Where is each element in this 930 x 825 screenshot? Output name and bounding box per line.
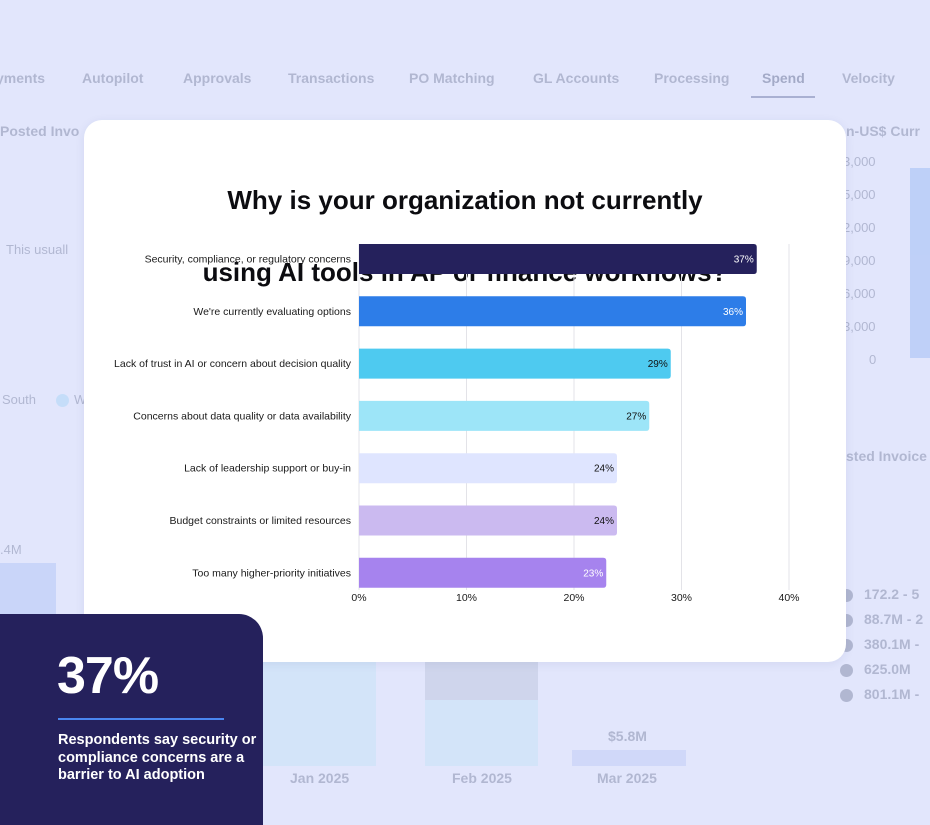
tab-velocity[interactable]: Velocity xyxy=(842,70,895,86)
month-label: Mar 2025 xyxy=(597,770,657,786)
category-label: Lack of leadership support or buy-in xyxy=(184,463,351,475)
category-label: Security, compliance, or regulatory conc… xyxy=(145,254,351,266)
data-label: 24% xyxy=(594,464,614,475)
month-label: Jan 2025 xyxy=(290,770,350,786)
data-label: 24% xyxy=(594,516,614,527)
category-label: Concerns about data quality or data avai… xyxy=(133,410,351,422)
bar xyxy=(359,557,607,588)
right-legend-label: 88.7M - 2 xyxy=(864,611,924,627)
bar-chart: Security, compliance, or regulatory conc… xyxy=(114,244,800,604)
category-label: Budget constraints or limited resources xyxy=(170,515,352,527)
legend-w-label: W xyxy=(74,392,87,407)
data-label: 29% xyxy=(648,359,668,370)
right-ytick: 6,000 xyxy=(843,286,876,301)
survey-chart-card: Why is your organization not currently u… xyxy=(84,120,846,662)
left-panel-note: This usuall xyxy=(6,242,69,257)
tab-payments[interactable]: yments xyxy=(0,70,46,86)
left-panel-title: Posted Invo xyxy=(0,123,80,139)
tab-processing[interactable]: Processing xyxy=(654,70,730,86)
background-bar xyxy=(572,750,686,766)
category-label: Lack of trust in AI or concern about dec… xyxy=(114,358,352,370)
tab-po-matching[interactable]: PO Matching xyxy=(409,70,495,86)
right-ytick: 5,000 xyxy=(843,187,876,202)
data-label: 37% xyxy=(734,255,754,266)
background-bar xyxy=(425,662,538,700)
left-bar-value: .4M xyxy=(0,542,22,557)
month-label: Feb 2025 xyxy=(452,770,512,786)
background-bar xyxy=(425,700,538,766)
bar xyxy=(359,505,617,536)
x-tick-label: 40% xyxy=(778,592,799,604)
callout-divider xyxy=(58,718,224,720)
data-label: 23% xyxy=(583,568,603,579)
x-tick-label: 0% xyxy=(351,592,366,604)
right-ytick: 3,000 xyxy=(843,319,876,334)
tab-spend[interactable]: Spend xyxy=(762,70,805,86)
category-label: Too many higher-priority initiatives xyxy=(192,567,351,579)
right-legend-label: 380.1M - xyxy=(864,636,920,652)
category-label: We're currently evaluating options xyxy=(193,306,351,318)
right-ytick: 0 xyxy=(869,352,877,367)
mar-value-label: $5.8M xyxy=(608,728,647,744)
right-panel2-title: sted Invoice xyxy=(846,448,927,464)
bar xyxy=(359,348,671,379)
data-label: 36% xyxy=(723,307,743,318)
callout-text: Respondents say security or compliance c… xyxy=(58,732,257,783)
legend-swatch xyxy=(840,689,853,702)
right-ytick: 3,000 xyxy=(843,154,876,169)
bar xyxy=(359,453,617,484)
tab-autopilot[interactable]: Autopilot xyxy=(82,70,144,86)
bar xyxy=(359,296,746,327)
x-tick-label: 10% xyxy=(456,592,477,604)
right-panel-title: n-US$ Curr xyxy=(846,123,920,139)
legend-south-label: South xyxy=(2,392,36,407)
tab-gl-accounts[interactable]: GL Accounts xyxy=(533,70,620,86)
x-tick-label: 20% xyxy=(563,592,584,604)
right-ytick: 2,000 xyxy=(843,220,876,235)
bar xyxy=(359,400,650,431)
right-legend-label: 625.0M xyxy=(864,661,911,677)
background-bar xyxy=(0,563,56,623)
background-bar xyxy=(263,662,376,766)
legend-w-swatch xyxy=(56,394,69,407)
tab-approvals[interactable]: Approvals xyxy=(183,70,252,86)
callout-value: 37% xyxy=(57,647,159,705)
background-tab-bar: yments Autopilot Approvals Transactions … xyxy=(0,70,930,100)
stat-callout: 37% Respondents say security or complian… xyxy=(0,614,263,825)
legend-swatch xyxy=(840,664,853,677)
right-legend-label: 172.2 - 5 xyxy=(864,586,920,602)
tab-transactions[interactable]: Transactions xyxy=(288,70,375,86)
background-bar xyxy=(910,168,930,358)
data-label: 27% xyxy=(626,411,646,422)
right-legend-label: 801.1M - xyxy=(864,686,920,702)
chart-title-line-1: Why is your organization not currently xyxy=(227,185,703,215)
bar xyxy=(359,244,757,274)
x-tick-label: 30% xyxy=(671,592,692,604)
right-ytick: 9,000 xyxy=(843,253,876,268)
chart-title: Why is your organization not currently u… xyxy=(84,146,846,290)
active-tab-indicator xyxy=(751,96,815,98)
